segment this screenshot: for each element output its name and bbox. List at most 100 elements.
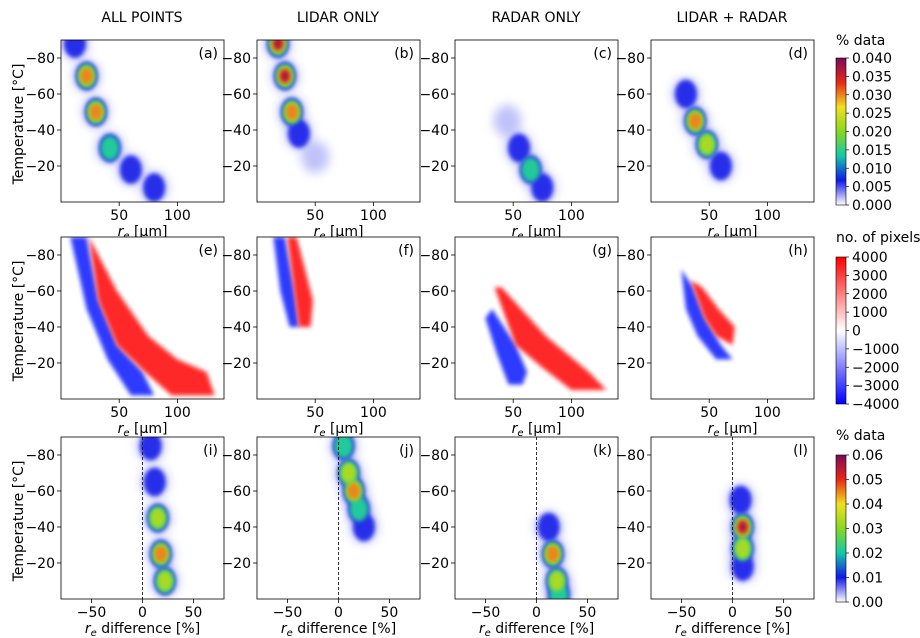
xtick-label: 0 (138, 605, 147, 621)
colorbar-scale (835, 256, 847, 405)
xtick-label: 50 (185, 605, 203, 621)
xtick-label: 50 (110, 208, 128, 224)
colorbar-tick-label: 2000 (852, 287, 888, 303)
xaxis-label: re [μm] (512, 421, 562, 439)
density-cell (546, 545, 559, 563)
density-cell (349, 496, 369, 522)
positive-band (287, 237, 313, 327)
xtick-label: −50 (77, 605, 107, 621)
xaxis-label: re [μm] (314, 224, 364, 242)
xtick-label: 0 (728, 605, 737, 621)
density-cell (154, 545, 168, 563)
xaxis-label: re [μm] (708, 224, 758, 242)
ytick-label: −60 (25, 484, 55, 500)
density-cell (100, 135, 120, 161)
density-cell (287, 119, 310, 148)
xaxis-label: re [μm] (314, 421, 364, 439)
density-halo (493, 105, 522, 137)
xtick-label: 50 (110, 405, 128, 421)
density-cell (549, 570, 565, 592)
negative-band (273, 237, 299, 327)
panel-label: (l) (793, 443, 808, 459)
colorbar-tick-label: 0.04 (852, 497, 883, 513)
xaxis-label: re [μm] (118, 224, 168, 242)
colorbar-tick-label: 0.015 (852, 143, 892, 159)
ytick-label: −80 (419, 248, 449, 264)
colorbar-row1: % data 0.040 0.035 0.030 0.025 0.020 0.015 0.0… (835, 33, 892, 214)
colorbar-tick-label: 0.020 (852, 125, 892, 141)
colorbar-row1-title: % data (836, 33, 885, 49)
ytick-label: −40 (419, 123, 449, 139)
colorbar-tick-label: 0.01 (852, 571, 883, 587)
ytick-label: −80 (221, 448, 251, 464)
negative-band (681, 269, 733, 360)
density-cell (143, 467, 166, 497)
ytick-label: −60 (25, 87, 55, 103)
ytick-label: −20 (419, 356, 449, 372)
xaxis-label: re difference [%] (281, 621, 396, 638)
col-title-radar-only: RADAR ONLY (491, 10, 580, 26)
ytick-label: −80 (615, 51, 645, 67)
ytick-label: −80 (419, 448, 449, 464)
colorbar-tick-label: 0.00 (852, 595, 883, 611)
density-cell (157, 570, 173, 592)
ytick-label: −60 (419, 284, 449, 300)
density-cell (334, 437, 353, 459)
density-cell (689, 112, 702, 130)
ytick-label: −80 (615, 248, 645, 264)
colorbar-scale (835, 57, 847, 206)
ytick-label: −80 (615, 448, 645, 464)
ytick-label: −40 (221, 320, 251, 336)
xtick-label: 50 (381, 605, 399, 621)
ytick-label: −40 (25, 123, 55, 139)
colorbar-tick-label: 4000 (852, 250, 888, 266)
colorbar-tick-label: 0.02 (852, 546, 883, 562)
ytick-label: −20 (615, 556, 645, 572)
panel-label: (d) (788, 46, 808, 62)
colorbar-row2-title: no. of pixels (836, 230, 920, 246)
density-cell (119, 155, 142, 184)
plot-area (651, 237, 814, 399)
negative-band (70, 237, 155, 396)
density-cell (149, 507, 166, 529)
colorbar-tick-label: 0.005 (852, 180, 892, 196)
xtick-label: 50 (504, 405, 522, 421)
density-cell (537, 512, 560, 542)
ytick-label: −60 (221, 484, 251, 500)
density-cell (699, 134, 715, 155)
colorbar-tick-label: −1000 (852, 342, 899, 358)
ytick-label: −20 (221, 556, 251, 572)
xaxis-label: re [μm] (118, 421, 168, 439)
ytick-label: −20 (25, 159, 55, 175)
density-cell (729, 485, 752, 515)
plot-area (651, 40, 814, 202)
xtick-label: 50 (775, 605, 793, 621)
density-cell (80, 67, 93, 85)
ytick-label: −40 (221, 123, 251, 139)
xtick-label: 50 (306, 405, 324, 421)
ytick-label: −80 (419, 51, 449, 67)
xtick-label: 50 (306, 208, 324, 224)
colorbar-tick-label: −2000 (852, 360, 899, 376)
density-cell (285, 103, 299, 121)
ytick-label: −40 (25, 520, 55, 536)
ytick-label: −60 (221, 87, 251, 103)
density-cell (734, 538, 751, 559)
ytick-label: −80 (25, 248, 55, 264)
density-cell (143, 173, 166, 202)
panel-label: (b) (394, 46, 414, 62)
row2-ylabel: Temperature [°C] (11, 261, 27, 383)
density-cell (347, 482, 360, 500)
xaxis-label: re difference [%] (479, 621, 594, 638)
density-cell (280, 70, 290, 82)
axes-frame (60, 39, 225, 203)
panel-label: (g) (592, 243, 612, 259)
colorbar-tick-label: 0.035 (852, 69, 892, 85)
panel-label: (e) (198, 243, 218, 259)
